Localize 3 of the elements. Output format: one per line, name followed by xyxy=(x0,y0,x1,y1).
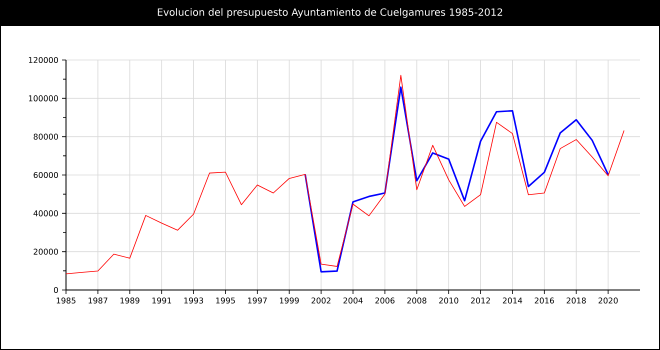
line-series xyxy=(304,86,609,273)
line-series xyxy=(66,74,624,274)
chart-title: Evolucion del presupuesto Ayuntamiento de Cuelgamures 1985-2012 xyxy=(158,8,502,18)
